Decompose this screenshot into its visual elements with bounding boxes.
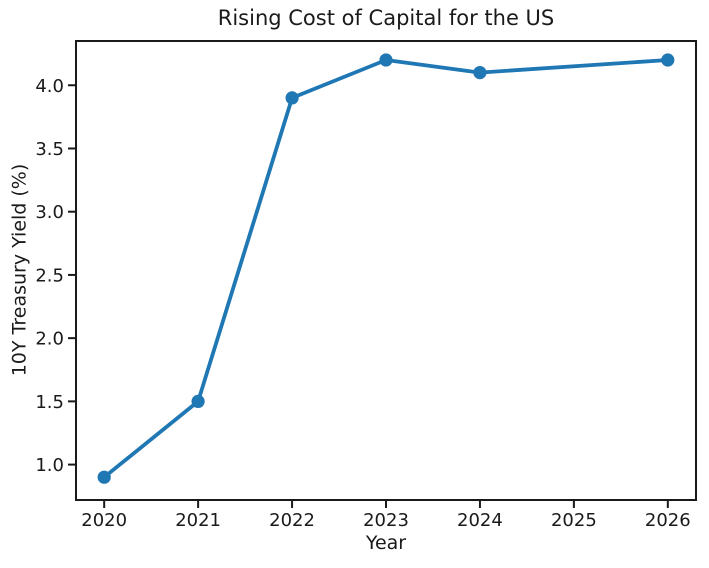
plot-border xyxy=(75,40,697,501)
data-point xyxy=(379,53,393,67)
y-tick-label: 1.0 xyxy=(35,455,64,476)
y-tick-label: 3.5 xyxy=(35,139,64,160)
y-tick-label: 2.5 xyxy=(35,265,64,286)
x-tick-label: 2024 xyxy=(457,510,503,531)
series-line xyxy=(102,58,670,480)
x-tick-label: 2026 xyxy=(645,510,691,531)
x-tick-label: 2023 xyxy=(363,510,409,531)
y-tick-label: 1.5 xyxy=(35,392,64,413)
x-axis-label: Year xyxy=(365,532,407,554)
y-tick-label: 2.0 xyxy=(35,329,64,350)
data-point xyxy=(285,91,299,105)
data-point xyxy=(97,470,111,484)
y-tick-label: 3.0 xyxy=(35,202,64,223)
chart-title: Rising Cost of Capital for the US xyxy=(217,6,555,30)
data-point xyxy=(473,66,487,80)
y-axis-label: 10Y Treasury Yield (%) xyxy=(8,163,31,377)
data-point xyxy=(661,53,675,67)
x-tick-label: 2022 xyxy=(269,510,315,531)
data-point xyxy=(191,394,205,408)
x-tick-label: 2021 xyxy=(175,510,221,531)
x-tick-label: 2020 xyxy=(81,510,127,531)
y-tick-label: 4.0 xyxy=(35,76,64,97)
x-tick-label: 2025 xyxy=(551,510,597,531)
